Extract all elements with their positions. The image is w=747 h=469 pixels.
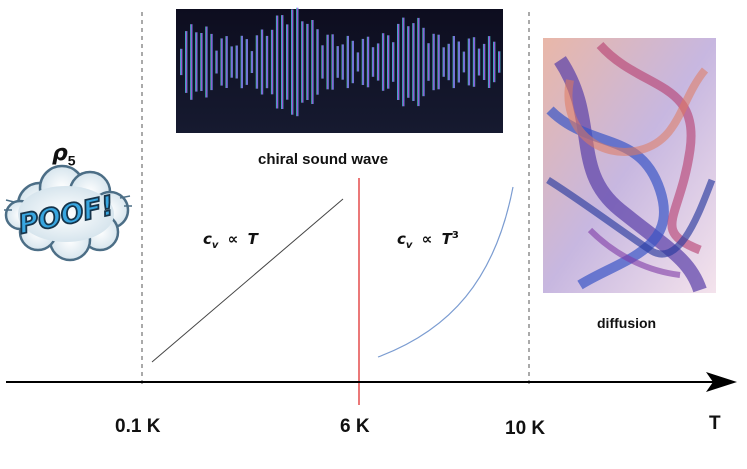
waveform-bar (472, 37, 476, 87)
waveform-bar (437, 34, 440, 90)
waveform-bar (215, 50, 218, 74)
formula-linear: cv ∝ T (203, 230, 258, 251)
waveform-bar (235, 45, 238, 79)
formula-cubic-sub: v (405, 240, 413, 251)
waveform-bar (281, 15, 284, 110)
waveform-bar (311, 20, 314, 104)
waveform-bar (336, 46, 339, 78)
waveform-bar (220, 38, 223, 86)
waveform-bar (286, 24, 289, 100)
waveform-bar (255, 35, 259, 89)
waveform-bar (195, 32, 198, 92)
waveform-bar (392, 42, 395, 82)
chiral-sound-wave-caption: chiral sound wave (258, 151, 389, 168)
waveform-bar (477, 48, 481, 76)
waveform-bar (381, 33, 385, 91)
formula-linear-rel: ∝ (227, 230, 239, 248)
waveform-bar (230, 46, 233, 78)
tick-label-6K: 6 K (340, 416, 370, 437)
rho-symbol: ρ (52, 141, 68, 166)
tick-label-0.1K: 0.1 K (115, 416, 161, 437)
waveform-bar (407, 26, 410, 98)
waveform-bar (442, 47, 445, 77)
formula-cubic-c: c (397, 230, 406, 248)
waveform-bar (467, 38, 471, 86)
waveform-bar (250, 51, 254, 73)
waveform-bar (462, 51, 466, 73)
waveform-bar (200, 33, 203, 91)
waveform-bar (326, 34, 329, 90)
waveform-bar (341, 44, 344, 80)
waveform-bar (397, 23, 400, 100)
formula-cubic-T: T (441, 230, 452, 248)
waveform-bar (190, 24, 193, 100)
waveform-bar (331, 34, 334, 90)
waveform-bar (417, 17, 420, 107)
waveform-bar (361, 38, 365, 85)
waveform-bar (321, 45, 324, 79)
waveform-bar (260, 29, 264, 95)
waveform-bar (240, 35, 243, 89)
waveform-bar (185, 31, 188, 93)
waveform-bar (412, 23, 415, 102)
waveform-bar (371, 47, 375, 77)
waveform-bar (301, 21, 304, 103)
waveform-bar (498, 51, 501, 73)
waveform-bar (422, 27, 425, 97)
waveform-bar (245, 39, 248, 85)
waveform-bar (316, 29, 319, 95)
waveform-bar (356, 52, 360, 72)
waveform-bar (487, 36, 491, 88)
waveform-bar (432, 33, 435, 91)
waveform-bar (291, 9, 294, 115)
waveform-bar (205, 26, 208, 98)
waveform-bar (452, 36, 455, 89)
waveform-bar (351, 40, 354, 84)
tick-label-10K: 10 K (505, 418, 546, 439)
waveform-bar (427, 43, 430, 81)
rho-subscript: 5 (67, 152, 76, 169)
linear-line (151, 198, 344, 363)
waveform-bar (493, 41, 496, 83)
diffusion-image (543, 38, 716, 293)
waveform-bar (275, 15, 279, 109)
waveform-bar (306, 23, 309, 100)
waveform-bar (402, 17, 405, 107)
formula-linear-T: T (247, 230, 258, 248)
waveform-bar (366, 36, 370, 88)
waveform-bar (376, 43, 380, 81)
diffusion-caption: diffusion (597, 315, 657, 331)
rho5-label: ρ5 (52, 140, 76, 168)
waveform-bar (482, 43, 486, 80)
waveform-bar (387, 35, 390, 89)
poof-cloud-icon: POOF! (4, 164, 132, 262)
axis-arrowhead (706, 372, 737, 392)
waveform-bar (210, 33, 213, 91)
formula-cubic-rel: ∝ (421, 230, 433, 248)
waveform-bar (457, 41, 460, 83)
formula-cubic-power: 3 (451, 230, 459, 241)
formula-linear-sub: v (211, 240, 219, 251)
waveform-bar (346, 35, 349, 89)
waveform-bar (265, 35, 269, 89)
formula-linear-c: c (203, 230, 212, 248)
formula-cubic: cv ∝ T3 (397, 230, 459, 251)
cubic-curve (377, 186, 514, 358)
waveform-bar (447, 43, 450, 81)
sound-wave-image (176, 7, 503, 133)
waveform-bar (225, 36, 228, 88)
waveform-bar (270, 29, 274, 95)
waveform-bar (296, 7, 299, 117)
waveform-bar (180, 48, 183, 76)
axis-label-T: T (709, 413, 721, 434)
